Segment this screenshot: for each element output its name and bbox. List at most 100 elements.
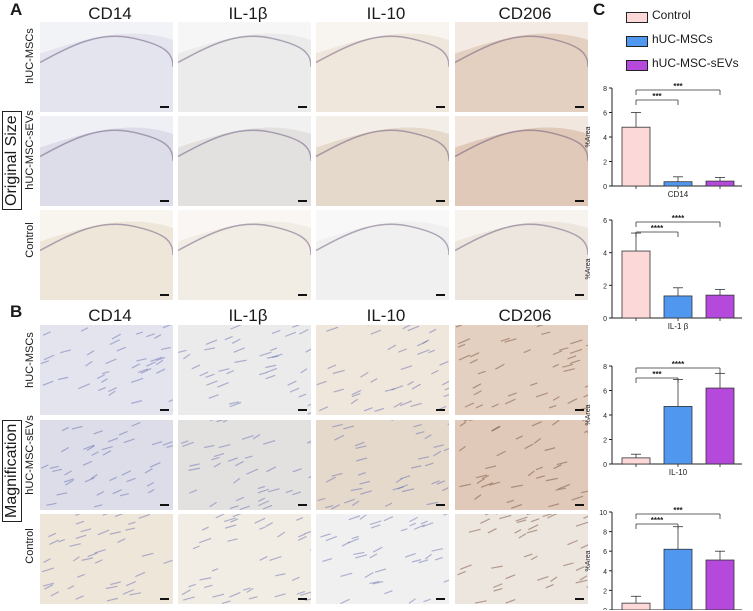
chart-0-bar-2: [705, 180, 735, 187]
micrograph-bottom-1-il1b: [178, 420, 311, 510]
chart-3-bar-2: [705, 559, 735, 610]
col-title-il1b-top: IL-1β: [228, 4, 268, 23]
micrograph-top-0-il1b: [178, 22, 311, 112]
legend-label-control: Control: [652, 8, 691, 22]
chart-1-ylabel: %Area: [585, 258, 592, 279]
legend-swatch-msc: [626, 36, 648, 47]
legend-label-sevs: hUC-MSC-sEVs: [652, 56, 739, 70]
chart-1-ytick-label-3: 6: [603, 218, 607, 225]
chart-3-bar-0: [621, 602, 651, 610]
chart-2-ytick-label-0: 0: [603, 462, 607, 469]
chart-0-xlabel: CD14: [668, 190, 689, 199]
chart-0-ytick-label-2: 4: [603, 135, 607, 142]
chart-2-bar-0: [621, 457, 651, 465]
scale-bar: [436, 294, 445, 296]
chart-2-ylabel: %Area: [585, 404, 592, 425]
chart-1-xlabel: IL-1 β: [668, 322, 689, 331]
scale-bar: [436, 598, 445, 600]
panel-a-letter: A: [10, 0, 23, 19]
chart-2-sig-label-1: ****: [672, 360, 685, 369]
micrograph-bottom-2-il1b: [178, 514, 311, 604]
micrograph-top-2-cd14: [40, 210, 173, 300]
chart-3-ylabel: %Area: [585, 550, 592, 571]
chart-0-ytick-label-4: 8: [603, 86, 607, 93]
chart-2-xlabel: IL-10: [669, 468, 688, 477]
chart-1-bar-1: [663, 295, 693, 319]
micrograph-top-1-il10: [316, 116, 449, 206]
scale-bar: [160, 294, 169, 296]
scale-bar: [575, 200, 584, 202]
chart-0-bar-0: [621, 126, 651, 187]
scale-bar: [160, 598, 169, 600]
micrograph-bottom-0-il10: [316, 325, 449, 415]
chart-2-ytick-label-2: 4: [603, 413, 607, 420]
scale-bar: [160, 200, 169, 202]
chart-1-bar-2: [705, 294, 735, 319]
row-label-control-bottom: Control: [24, 528, 36, 564]
chart-0-ytick-label-1: 2: [603, 160, 607, 167]
micrograph-bottom-2-il10: [316, 514, 449, 604]
micrograph-top-1-cd206: [455, 116, 588, 206]
micrograph-top-0-cd14: [40, 22, 173, 112]
scale-bar: [298, 294, 307, 296]
legend-swatch-control: [626, 12, 648, 23]
chart-1-sig-label-1: ****: [672, 214, 685, 223]
chart-3-ytick-label-3: 6: [603, 549, 607, 556]
chart-0-ylabel: %Area: [585, 126, 592, 147]
chart-1-sig-label-0: ****: [651, 224, 664, 233]
col-title-cd14-bottom: CD14: [88, 306, 132, 325]
chart-2-sig-label-0: ***: [652, 370, 662, 379]
micrograph-bottom-1-il10: [316, 420, 449, 510]
chart-3-ytick-label-0: 0: [603, 608, 607, 610]
scale-bar: [436, 200, 445, 202]
chart-0-ytick-label-0: 0: [603, 184, 607, 191]
col-title-cd206-top: CD206: [498, 4, 552, 23]
row-label-control-top: Control: [24, 222, 36, 258]
chart-2-ytick-label-1: 2: [603, 438, 607, 445]
col-title-il10-bottom: IL-10: [366, 306, 406, 325]
scale-bar: [575, 106, 584, 108]
legend-swatch-sevs: [626, 60, 648, 71]
col-title-cd14-top: CD14: [88, 4, 132, 23]
legend-label-msc: hUC-MSCs: [652, 32, 713, 46]
chart-3-bar-1: [663, 548, 693, 610]
micrograph-bottom-2-cd14: [40, 514, 173, 604]
chart-0-bar-1: [663, 181, 693, 187]
chart-3-sig-label-0: ****: [651, 516, 664, 525]
panel-c-letter: C: [593, 0, 606, 19]
micrograph-top-0-il10: [316, 22, 449, 112]
chart-3-ytick-label-5: 10: [599, 510, 607, 517]
scale-bar: [575, 409, 584, 411]
panel-b-letter: B: [10, 302, 23, 321]
chart-1-ytick-label-0: 0: [603, 316, 607, 323]
col-title-cd206-bottom: CD206: [498, 306, 552, 325]
scale-bar: [160, 106, 169, 108]
chart-1-ytick-label-1: 2: [603, 283, 607, 290]
chart-1-bar-0: [621, 250, 651, 319]
row-label-msc-bottom: hUC-MSCs: [24, 332, 36, 388]
scale-bar: [160, 409, 169, 411]
chart-3-sig-label-1: ***: [673, 506, 683, 515]
scale-bar: [575, 294, 584, 296]
chart-1-ytick-label-2: 4: [603, 251, 607, 258]
scale-bar: [436, 106, 445, 108]
scale-bar: [575, 504, 584, 506]
micrograph-bottom-0-cd14: [40, 325, 173, 415]
micrograph-top-1-il1b: [178, 116, 311, 206]
micrograph-bottom-1-cd14: [40, 420, 173, 510]
chart-3-ytick-label-2: 4: [603, 569, 607, 576]
micrograph-bottom-2-cd206: [455, 514, 588, 604]
chart-0-sig-label-1: ***: [673, 82, 683, 91]
chart-2-bar-1: [663, 406, 693, 465]
scale-bar: [160, 504, 169, 506]
row-label-sevs-bottom: hUC-MSC-sEVs: [24, 415, 36, 495]
chart-3-ytick-label-4: 8: [603, 530, 607, 537]
chart-2-bar-2: [705, 387, 735, 465]
row-label-sevs-top: hUC-MSC-sEVs: [24, 110, 36, 190]
chart-2-ytick-label-4: 8: [603, 364, 607, 371]
micrograph-top-2-cd206: [455, 210, 588, 300]
micrograph-bottom-0-cd206: [455, 325, 588, 415]
row-label-msc-top: hUC-MSCs: [24, 28, 36, 84]
scale-bar: [298, 106, 307, 108]
